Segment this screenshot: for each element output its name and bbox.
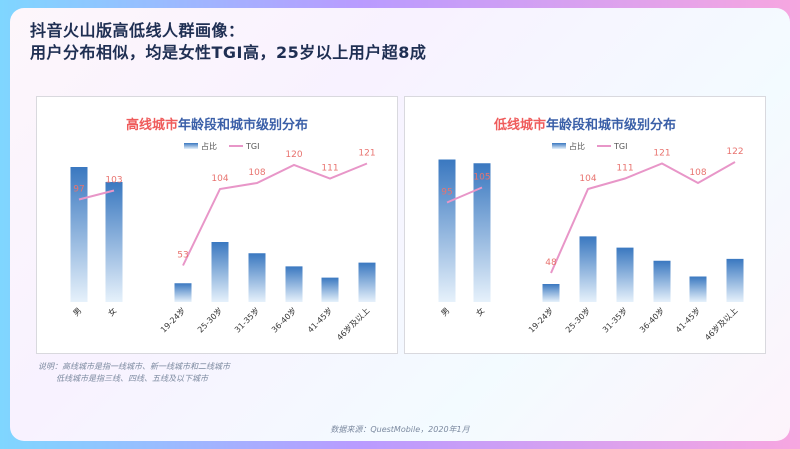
chart-panel-high-tier: 高线城市年龄段和城市级别分布占比 TGI 97 103 男 女 53 104 108 120 111… <box>36 96 398 354</box>
x-tick-label: 46岁及以上 <box>703 305 740 342</box>
bar <box>653 260 671 302</box>
x-tick-label: 19-24岁 <box>526 305 555 334</box>
bar <box>248 253 266 302</box>
x-tick-label: 男 <box>71 306 83 318</box>
x-tick-label: 46岁及以上 <box>335 305 372 342</box>
title-line-1: 抖音火山版高低线人群画像： <box>30 21 245 40</box>
footnote-line-1: 说明：高线城市是指一线城市、新一线城市和二线城市 <box>38 362 230 371</box>
chart-title-rest: 年龄段和城市级别分布 <box>178 117 308 133</box>
x-tick-label: 19-24岁 <box>158 305 187 334</box>
x-tick-label: 女 <box>474 305 487 318</box>
tgi-line <box>550 161 736 274</box>
legend-swatch-share <box>552 143 566 149</box>
bar <box>542 284 560 302</box>
tgi-data-label: 108 <box>689 168 706 178</box>
tgi-line <box>182 162 368 266</box>
bar <box>285 266 303 302</box>
tgi-data-label: 120 <box>285 150 302 160</box>
tgi-data-label: 104 <box>579 174 596 184</box>
tgi-data-label: 53 <box>177 251 188 261</box>
x-tick-label: 25-30岁 <box>195 305 224 334</box>
chart-title: 低线城市年龄段和城市级别分布 <box>493 117 676 133</box>
bar <box>211 242 229 302</box>
slide-canvas: 抖音火山版高低线人群画像： 用户分布相似，均是女性TGI高，25岁以上用户超8成… <box>10 8 790 441</box>
bar <box>105 182 123 302</box>
x-tick-label: 女 <box>106 305 119 318</box>
bar <box>689 276 707 302</box>
chart-title: 高线城市年龄段和城市级别分布 <box>126 117 308 133</box>
footnote-line-2: 低线城市是指三线、四线、五线及以下城市 <box>56 374 208 383</box>
x-tick-label: 男 <box>439 306 451 318</box>
chart-legend: 占比 TGI <box>552 141 627 151</box>
tgi-line <box>78 189 115 201</box>
tgi-data-label: 105 <box>473 173 490 183</box>
tgi-data-label: 121 <box>653 149 670 159</box>
bar <box>70 167 88 302</box>
data-source: 数据来源：QuestMobile，2020年1月 <box>330 425 470 434</box>
tgi-data-label: 97 <box>73 185 84 195</box>
bar <box>579 236 597 302</box>
bar <box>358 262 376 302</box>
x-tick-label: 36-40岁 <box>269 305 298 334</box>
tgi-data-label: 104 <box>211 174 228 184</box>
tgi-data-label: 108 <box>248 168 265 178</box>
bar <box>473 163 491 302</box>
bar <box>321 277 339 302</box>
tgi-data-label: 111 <box>321 164 338 174</box>
legend-swatch-share <box>184 143 198 149</box>
x-tick-label: 41-45岁 <box>305 305 334 334</box>
tgi-data-label: 122 <box>726 147 743 157</box>
chart-legend: 占比 TGI <box>184 141 259 151</box>
title-line-2: 用户分布相似，均是女性TGI高，25岁以上用户超8成 <box>30 43 427 62</box>
tgi-data-label: 103 <box>105 176 122 186</box>
legend-label-tgi: TGI <box>613 142 627 151</box>
bar <box>616 247 634 302</box>
legend-label-share: 占比 <box>201 141 217 151</box>
x-tick-label: 31-35岁 <box>232 305 261 334</box>
tgi-data-label: 111 <box>616 164 633 174</box>
x-tick-label: 31-35岁 <box>600 305 629 334</box>
tgi-line <box>446 186 483 204</box>
legend-label-tgi: TGI <box>245 142 259 151</box>
chart-title-highlight: 低线城市 <box>493 117 546 133</box>
chart-panel-low-tier: 低线城市年龄段和城市级别分布占比 TGI 95 105 男 女 48 104 111 121 108… <box>404 96 766 354</box>
x-tick-label: 41-45岁 <box>673 305 702 334</box>
chart-title-highlight: 高线城市 <box>126 117 178 133</box>
tgi-data-label: 121 <box>358 149 375 159</box>
bar <box>726 258 744 302</box>
tgi-data-label: 95 <box>441 188 452 198</box>
x-tick-label: 36-40岁 <box>637 305 666 334</box>
page-title: 抖音火山版高低线人群画像： 用户分布相似，均是女性TGI高，25岁以上用户超8成 <box>30 20 426 64</box>
footnote: 说明：高线城市是指一线城市、新一线城市和二线城市 低线城市是指三线、四线、五线及… <box>38 361 230 385</box>
bar <box>174 283 192 302</box>
x-tick-label: 25-30岁 <box>563 305 592 334</box>
legend-label-share: 占比 <box>569 141 585 151</box>
chart-title-rest: 年龄段和城市级别分布 <box>546 117 676 133</box>
tgi-data-label: 48 <box>545 258 557 268</box>
bar <box>438 159 456 302</box>
